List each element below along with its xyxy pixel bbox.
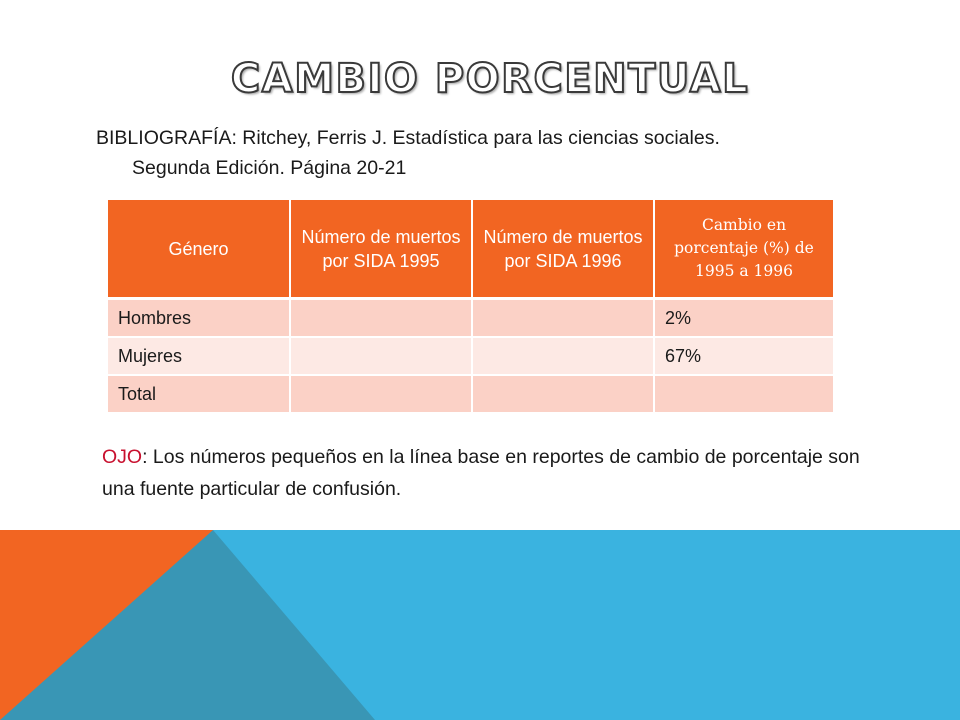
cell-1996	[472, 337, 655, 376]
header-muertos-1996: Número de muertos por SIDA 1996	[472, 200, 655, 300]
table-row: Hombres 2%	[108, 298, 835, 338]
bibliography-label: BIBLIOGRAFÍA:	[96, 127, 237, 149]
slide-title: CAMBIO PORCENTUAL	[230, 55, 750, 103]
bibliography-line1: Ritchey, Ferris J. Estadística para las …	[242, 127, 720, 149]
cell-1996	[472, 375, 655, 414]
table-row: Total	[108, 375, 835, 414]
cell-cambio	[654, 375, 835, 414]
bibliography-line2: Segunda Edición. Página 20-21	[132, 157, 407, 179]
bibliography: BIBLIOGRAFÍA: Ritchey, Ferris J. Estadís…	[96, 123, 856, 183]
band-orange-triangle	[0, 530, 213, 720]
cell-genero: Mujeres	[108, 337, 291, 376]
cell-cambio: 2%	[654, 298, 835, 338]
table-header-row: Género Número de muertos por SIDA 1995 N…	[108, 200, 835, 300]
cell-cambio: 67%	[654, 337, 835, 376]
cell-1996	[472, 298, 655, 338]
header-cambio-porcentaje: Cambio en porcentaje (%) de 1995 a 1996	[654, 200, 835, 300]
cell-genero: Total	[108, 375, 291, 414]
cell-1995	[290, 298, 473, 338]
note-label: OJO	[102, 446, 143, 468]
warning-note: OJO: Los números pequeños en la línea ba…	[102, 441, 862, 505]
header-muertos-1995: Número de muertos por SIDA 1995	[290, 200, 473, 300]
data-table: Género Número de muertos por SIDA 1995 N…	[108, 200, 835, 414]
cell-1995	[290, 337, 473, 376]
table-row: Mujeres 67%	[108, 337, 835, 376]
header-genero: Género	[108, 200, 291, 300]
cell-genero: Hombres	[108, 298, 291, 338]
cell-1995	[290, 375, 473, 414]
note-text: : Los números pequeños en la línea base …	[102, 446, 860, 500]
